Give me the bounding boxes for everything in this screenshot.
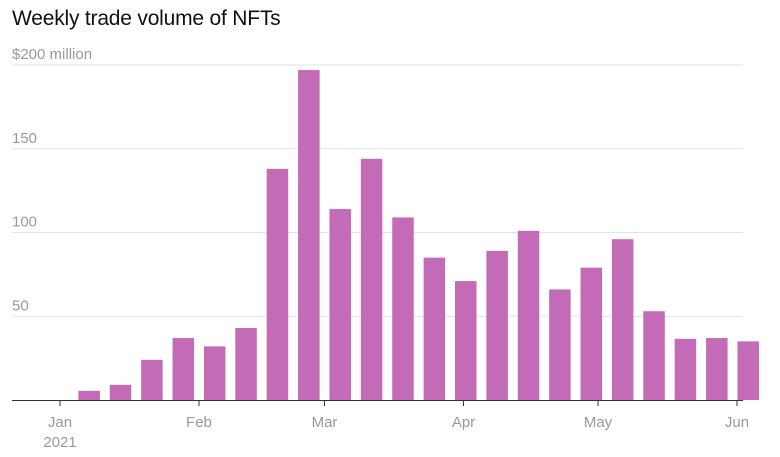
bar — [706, 338, 728, 400]
y-tick-labels: $200 million 150 100 50 — [12, 46, 92, 314]
x-tick-label: Jun — [725, 414, 749, 431]
bar — [235, 327, 257, 400]
x-tick-label: Feb — [186, 414, 212, 431]
bar — [109, 384, 132, 400]
y-tick-label: $200 million — [12, 46, 92, 63]
bar — [517, 230, 540, 400]
y-tick-label: 100 — [12, 214, 37, 231]
bar — [172, 338, 195, 400]
bar — [643, 311, 665, 400]
chart-title: Weekly trade volume of NFTs — [12, 7, 281, 30]
y-tick-label: 50 — [12, 297, 29, 314]
x-tick-label: Apr — [452, 414, 475, 431]
x-year-label: 2021 — [43, 434, 76, 451]
bar — [674, 338, 697, 400]
bars — [78, 70, 759, 401]
y-tick-label: 150 — [12, 130, 37, 147]
bar — [423, 257, 446, 400]
x-tick-labels: Jan Feb Mar Apr May Jun 2021 — [43, 400, 749, 451]
bar — [266, 168, 289, 400]
bar — [360, 158, 383, 400]
bar — [329, 209, 351, 400]
x-tick-label: Jan — [48, 414, 72, 431]
bar — [455, 281, 477, 400]
bar — [141, 359, 163, 400]
bar — [737, 341, 759, 400]
bar — [203, 346, 226, 400]
bar — [392, 217, 414, 400]
bar — [78, 390, 100, 400]
bar — [486, 250, 508, 400]
bar — [580, 267, 603, 400]
x-tick-label: Mar — [312, 414, 338, 431]
bar — [611, 239, 634, 400]
bar — [298, 70, 320, 401]
bar — [549, 289, 571, 400]
x-tick-label: May — [584, 414, 613, 431]
